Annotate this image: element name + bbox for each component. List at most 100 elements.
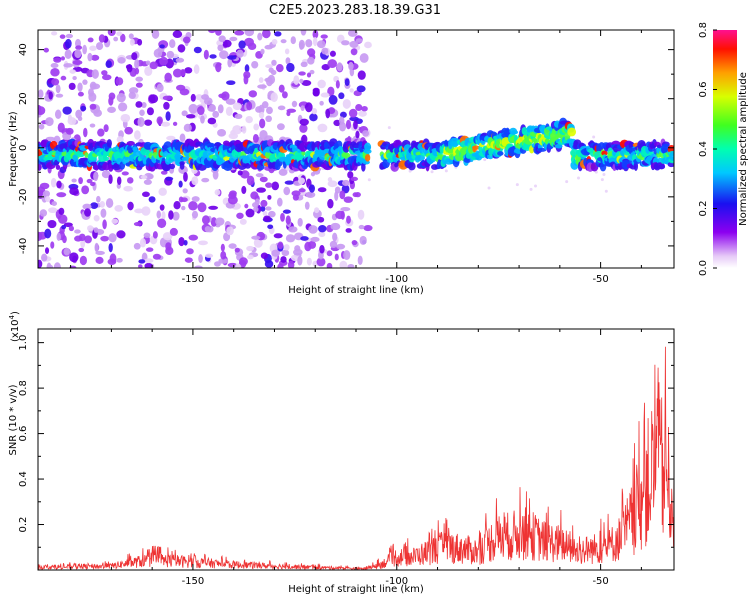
spectrogram-cell bbox=[604, 189, 608, 193]
spectrogram-cell bbox=[138, 259, 146, 264]
spectrogram-cell bbox=[363, 224, 373, 232]
spectrogram-cell bbox=[202, 151, 208, 158]
spectrogram-cell bbox=[347, 171, 354, 179]
spectrogram-cell bbox=[314, 207, 320, 214]
spectrogram-cell bbox=[255, 106, 263, 113]
spectrogram-cell bbox=[111, 218, 119, 224]
spectrogram-cell bbox=[310, 171, 316, 177]
spectrogram-cell bbox=[301, 134, 308, 144]
spectrogram-cell bbox=[263, 215, 271, 222]
spectrogram-cell bbox=[228, 243, 237, 249]
spectrogram-cell bbox=[327, 198, 334, 209]
snr-y-label: SNR (10 * v/v) bbox=[8, 384, 19, 455]
spectrogram-cell bbox=[68, 82, 76, 91]
spectrogram-cell bbox=[281, 249, 290, 257]
spectrogram-cell bbox=[191, 176, 199, 186]
spectrogram-cell bbox=[177, 44, 186, 53]
colorbar-tick-label: 0.0 bbox=[698, 260, 709, 276]
spectrogram-cell bbox=[260, 252, 269, 259]
spectrogram-cell bbox=[131, 52, 138, 61]
spectrogram-cell bbox=[179, 133, 186, 143]
spectrogram-cell bbox=[300, 61, 308, 68]
spectrogram-cell bbox=[321, 47, 329, 55]
spectrogram-cell bbox=[293, 75, 300, 85]
spectrogram-cell bbox=[164, 72, 172, 83]
spectrogram-cell bbox=[218, 50, 229, 60]
snr-y-tick-label: 1.0 bbox=[18, 335, 29, 351]
spectrogram-cell bbox=[215, 217, 225, 226]
spectrogram-cell bbox=[268, 210, 276, 218]
spectrogram-cell bbox=[254, 198, 260, 206]
spectrogram-cell bbox=[152, 231, 158, 239]
spectrogram-cell bbox=[282, 209, 291, 214]
spectrogram-cell bbox=[95, 42, 104, 50]
spectrogram-cell bbox=[339, 190, 346, 200]
snr-panel: -150 -100 -50 0.2 0.4 0.6 0.8 1.0 Height of str… bbox=[8, 311, 675, 595]
snr-x-label: Height of straight line (km) bbox=[288, 584, 424, 595]
spectrogram-cell bbox=[265, 206, 272, 211]
spectrogram-cell bbox=[217, 128, 227, 137]
spectrogram-cell bbox=[227, 58, 233, 68]
spectrogram-cell bbox=[364, 41, 372, 49]
spectrogram-cell bbox=[120, 113, 131, 123]
spectrogram-cell bbox=[594, 170, 598, 174]
spectrogram-cell bbox=[529, 187, 533, 191]
spectrogram-cell bbox=[203, 49, 209, 60]
spectrogram-cell bbox=[253, 123, 260, 131]
spectrogram-cell bbox=[162, 95, 172, 101]
spectrogram-cell bbox=[38, 259, 43, 268]
spectrogram-cell bbox=[175, 57, 185, 63]
spectrogram-cell bbox=[277, 263, 284, 268]
snr-y-tick-label: 0.2 bbox=[18, 517, 29, 533]
spectrogram-cell bbox=[79, 255, 87, 266]
spectrogram-cell bbox=[59, 34, 66, 39]
spectrogram-cell bbox=[244, 162, 252, 169]
spectrogram-cell bbox=[204, 226, 212, 233]
spectrogram-cell bbox=[266, 106, 273, 115]
spectrogram-cell bbox=[339, 111, 347, 118]
spectrogram-cell bbox=[145, 60, 151, 66]
spectrogram-cell bbox=[148, 94, 159, 104]
spectrogram-cell bbox=[304, 241, 312, 252]
spectrogram-cell bbox=[107, 106, 117, 113]
spectrogram-cell bbox=[60, 56, 65, 61]
colorbar-ticks: 0.0 0.2 0.4 0.6 0.8 bbox=[698, 22, 717, 276]
spectrogram-cell bbox=[270, 69, 277, 76]
spectrogram-cell bbox=[113, 36, 119, 42]
spectrogram-cell bbox=[72, 60, 83, 65]
spectrogram-cell bbox=[156, 210, 162, 219]
spectrogram-cell bbox=[320, 92, 330, 98]
spectrogram-cell bbox=[114, 204, 124, 212]
spectrogram-cell bbox=[68, 225, 75, 232]
spectrogram-cell bbox=[156, 83, 164, 93]
spectrogram-cell bbox=[180, 68, 186, 77]
spectrogram-cell bbox=[184, 67, 193, 74]
spectrogram-cell bbox=[311, 107, 318, 115]
spectrogram-cell bbox=[260, 199, 268, 208]
spectrogram-y-tick-label: 20 bbox=[18, 92, 29, 105]
spectrogram-cell bbox=[201, 215, 210, 225]
spectrogram-cell bbox=[159, 56, 168, 66]
spectrogram-cell bbox=[148, 196, 156, 203]
spectrogram-cell bbox=[357, 70, 366, 80]
spectrogram-cell bbox=[65, 127, 74, 135]
spectrogram-cell bbox=[300, 30, 307, 36]
spectrogram-cell bbox=[408, 162, 416, 171]
spectrogram-cell bbox=[105, 198, 114, 208]
spectrogram-cell bbox=[534, 184, 538, 188]
spectrogram-cell bbox=[161, 211, 166, 221]
spectrogram-cell bbox=[308, 225, 318, 234]
spectrogram-cell bbox=[63, 63, 74, 68]
spectrogram-cell bbox=[280, 212, 285, 222]
spectrogram-cell bbox=[267, 224, 274, 229]
spectrogram-cell bbox=[565, 180, 569, 184]
spectrogram-cell bbox=[358, 110, 367, 117]
spectrogram-cell bbox=[50, 62, 59, 69]
spectrogram-cell bbox=[483, 158, 487, 162]
spectrogram-cell bbox=[214, 261, 221, 267]
spectrogram-cell bbox=[109, 253, 117, 264]
spectrogram-cell bbox=[197, 202, 207, 213]
spectrogram-cell bbox=[208, 104, 216, 112]
spectrogram-cell bbox=[247, 254, 254, 260]
